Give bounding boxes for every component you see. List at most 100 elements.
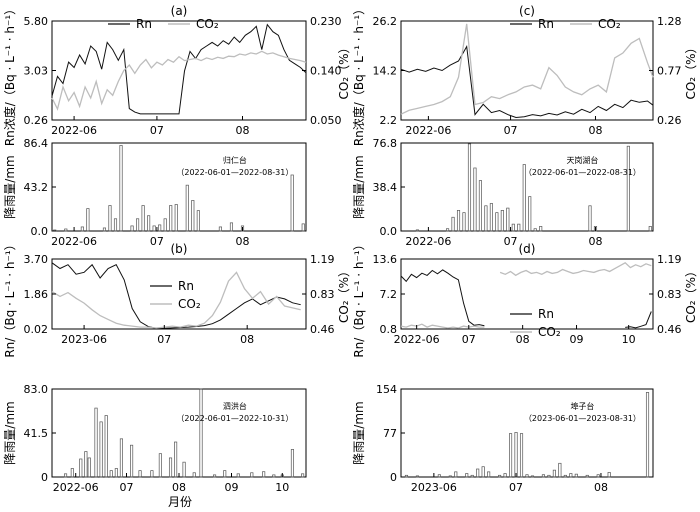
d_rain-bar: [574, 473, 578, 478]
d_gas-ylabel-left: Rn/（Bq · L⁻¹ · h⁻¹）: [352, 238, 366, 357]
a_gas-legend-rn: Rn: [136, 17, 152, 31]
b_gas-ytick-right-label: 0.46: [310, 323, 335, 336]
d_rain-xtick-label: 2023-06: [411, 481, 457, 494]
d_rain-ylabel: 降雨量/mm: [352, 401, 366, 464]
a_gas-legend-co2: CO₂: [196, 17, 219, 31]
b_rain-station-name: 泗洪台: [223, 401, 247, 411]
b_rain-bar: [192, 472, 196, 478]
c_gas-frame: [400, 20, 654, 121]
b_rain-bar: [213, 474, 217, 478]
b_rain-bar: [272, 474, 276, 478]
c_gas-panel-label: (c): [519, 4, 535, 18]
c_rain-bar: [528, 196, 532, 232]
b_gas-frame: [51, 258, 307, 330]
b_rain-ytick-label: 83.0: [24, 383, 49, 396]
a_gas-ytick-label: 5.80: [24, 15, 49, 28]
c_rain-bar: [648, 226, 652, 232]
b_gas-ytick-right-label: 1.19: [310, 253, 335, 266]
a_rain-bar: [301, 223, 305, 232]
c_rain-bar: [500, 210, 504, 232]
b_rain-bar: [63, 473, 68, 478]
a_rain-ylabel: 降雨量/mm: [3, 155, 17, 218]
b_gas-xtick-label: 07: [157, 333, 171, 346]
d_rain-bar: [503, 473, 507, 478]
c_rain-xtick-label: 08: [588, 235, 602, 248]
a_gas-xtick-label: 2022-06: [51, 124, 97, 137]
a_rain-bar: [102, 227, 107, 232]
a_rain-bar: [191, 200, 195, 232]
c_gas-ytick-right-label: 1.28: [657, 15, 682, 28]
a_gas-frame: [51, 20, 307, 121]
b_rain-bar: [109, 470, 113, 478]
d_gas-xtick-label: 09: [570, 333, 584, 346]
a_rain-ytick-label: 86.4: [24, 137, 49, 150]
b_gas-panel-label: (b): [171, 242, 188, 256]
d_rain-bar: [470, 474, 474, 478]
d_rain-bar: [541, 474, 545, 478]
b_rain-frame: [51, 388, 307, 478]
d_rain-ytick-label: 77: [383, 427, 397, 440]
c_rain-bar: [415, 229, 419, 232]
b_rain-bar: [199, 388, 203, 478]
a_rain-xtick-label: 07: [150, 235, 164, 248]
d_rain-bar: [415, 475, 419, 478]
c_rain-bar: [484, 205, 488, 232]
c_rain-bar: [456, 210, 461, 232]
d_gas-ytick-right-label: 0.83: [657, 288, 682, 301]
a_rain-bar: [108, 205, 112, 232]
b_rain-bar: [223, 470, 227, 478]
b_rain-bar: [104, 415, 108, 478]
d_rain-xtick-label: 07: [509, 481, 523, 494]
b_rain-ylabel: 降雨量/mm: [3, 401, 17, 464]
a_rain-bar: [163, 218, 167, 232]
a_rain-bar: [64, 228, 68, 232]
d_rain-bar: [487, 471, 491, 478]
a_rain-bar: [136, 218, 140, 232]
a_rain-ytick-label: 43.2: [24, 181, 49, 194]
b_rain-bar: [290, 449, 295, 478]
d_rain-bar: [596, 474, 600, 478]
c_gas-legend-co2: CO₂: [598, 17, 621, 31]
a_gas-ytick-label: 0.26: [24, 114, 49, 127]
c_rain-bar: [495, 212, 499, 232]
b_gas-legend-rn: Rn: [178, 279, 194, 293]
c_gas-xtick-label: 08: [588, 124, 602, 137]
b_rain-xtick-label: 08: [172, 481, 186, 494]
d_gas-legend-co2: CO₂: [538, 325, 561, 339]
a_rain-xtick-label: 2022-06: [51, 235, 97, 248]
d_rain-bar: [514, 432, 518, 478]
d_rain-bar: [547, 474, 551, 478]
c_rain-bar: [446, 228, 450, 232]
b_rain-xtick-label: 10: [275, 481, 289, 494]
d_rain-bar: [404, 474, 409, 478]
a_rain-bar: [152, 225, 156, 232]
c_gas-ytick-label: 2.2: [380, 114, 398, 127]
d_rain-bar: [607, 472, 611, 478]
b_rain-bar: [262, 471, 266, 478]
a_rain-bar: [86, 208, 90, 232]
d_rain-ytick-label: 0: [390, 471, 397, 484]
c_rain-bar: [626, 145, 630, 232]
a_gas-ylabel-right: CO₂（%）: [337, 41, 351, 99]
a_rain-bar: [229, 222, 234, 232]
a_gas-ytick-right-label: 0.050: [310, 114, 342, 127]
c_gas-ytick-label: 14.2: [373, 65, 398, 78]
c_rain-bar: [451, 216, 455, 232]
c_rain-frame: [400, 142, 654, 232]
d_rain-bar: [509, 433, 513, 478]
b_rain-ytick-label: 41.5: [24, 427, 49, 440]
b_rain-bar: [84, 451, 88, 478]
c_rain-date-range: （2022-06-01—2022-08-31）: [524, 168, 641, 177]
a_gas-ytick-label: 3.03: [24, 65, 49, 78]
c_rain-bar: [467, 143, 472, 232]
a_rain-xtick-label: 08: [236, 235, 250, 248]
d_gas-xtick-label: 10: [622, 333, 636, 346]
d_rain-bar: [465, 473, 469, 478]
a_gas-xtick-label: 07: [150, 124, 164, 137]
d_rain-bar: [454, 471, 458, 478]
c_gas-legend-rn: Rn: [538, 17, 554, 31]
d_rain-frame: [400, 388, 654, 478]
a_rain-station-name: 归仁台: [223, 155, 247, 165]
d_rain-date-range: （2023-06-01—2023-08-31）: [524, 414, 641, 423]
